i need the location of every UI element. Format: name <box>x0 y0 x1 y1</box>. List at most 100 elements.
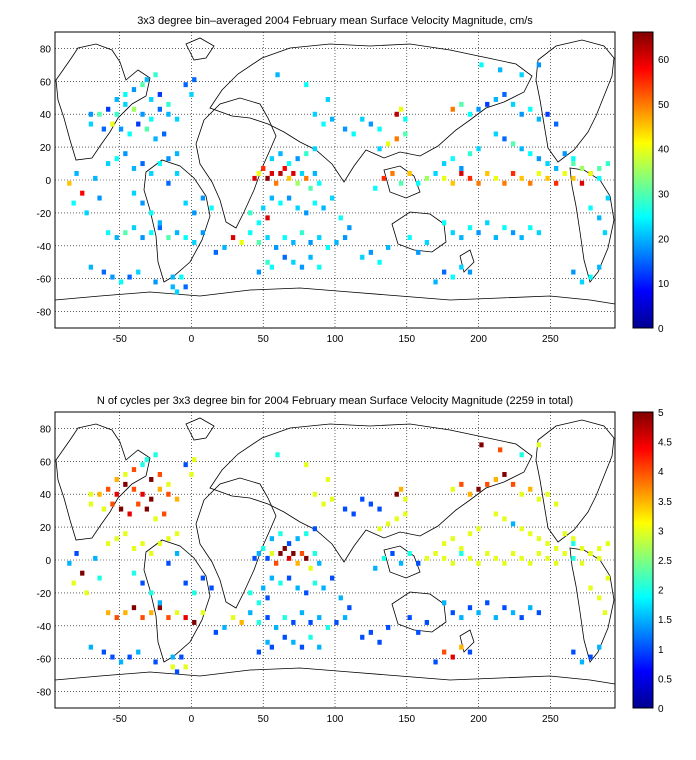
heatmap-cell <box>545 541 550 547</box>
heatmap-cell <box>269 644 275 650</box>
heatmap-cell <box>131 467 137 473</box>
heatmap-cell <box>317 560 322 566</box>
heatmap-cell <box>330 116 335 122</box>
heatmap-cell <box>312 551 318 556</box>
heatmap-cell <box>502 472 507 477</box>
heatmap-cell <box>528 560 533 566</box>
heatmap-cell <box>325 245 331 250</box>
heatmap-cell <box>286 555 292 561</box>
heatmap-cell <box>459 171 464 176</box>
heatmap-cell <box>248 590 253 596</box>
heatmap-cell <box>209 205 214 211</box>
heatmap-cell <box>321 501 326 507</box>
heatmap-cell <box>123 472 128 477</box>
heatmap-cell <box>312 491 318 497</box>
heatmap-cell <box>416 560 421 566</box>
heatmap-cell <box>74 551 79 556</box>
heatmap-cell <box>476 180 481 186</box>
heatmap-cell <box>545 175 550 181</box>
heatmap-cell <box>485 481 490 487</box>
heatmap-cell <box>110 654 115 660</box>
heatmap-cell <box>140 541 145 547</box>
heatmap-cell <box>554 560 559 566</box>
heatmap-cell <box>442 555 447 561</box>
heatmap-cell <box>424 240 430 245</box>
heatmap-cell <box>390 551 395 556</box>
heatmap-cell <box>183 235 188 241</box>
heatmap-cell <box>308 565 313 571</box>
heatmap-cell <box>467 605 473 611</box>
heatmap-cell <box>304 82 309 88</box>
heatmap-cell <box>110 121 115 127</box>
heatmap-cell <box>571 269 576 275</box>
heatmap-cell <box>101 269 107 275</box>
y-tick-label: -60 <box>37 655 52 666</box>
heatmap-cell <box>459 481 464 487</box>
heatmap-cell <box>299 551 305 556</box>
heatmap-cell <box>265 639 270 645</box>
heatmap-cell <box>230 615 236 621</box>
heatmap-cell <box>536 610 542 616</box>
y-tick-label: 60 <box>40 77 52 88</box>
heatmap-cell <box>166 481 171 487</box>
heatmap-cell <box>282 166 287 171</box>
heatmap-cell <box>498 447 503 453</box>
heatmap-cell <box>149 551 154 556</box>
heatmap-cell <box>114 156 119 162</box>
heatmap-cell <box>312 171 318 176</box>
colorbar-tick-labels: 5 4.5 4 3.5 3 2.5 2 1.5 1 0.5 0 <box>658 408 672 715</box>
heatmap-cell <box>299 264 305 270</box>
heatmap-cell <box>189 92 194 97</box>
heatmap-cell <box>459 615 464 621</box>
heatmap-cell <box>291 259 296 265</box>
heatmap-cell <box>162 131 167 137</box>
heatmap-cell <box>248 610 253 616</box>
heatmap-cell <box>80 570 85 576</box>
heatmap-cell <box>571 175 576 181</box>
heatmap-cell <box>394 491 399 497</box>
heatmap-cell <box>144 126 150 132</box>
colorbar-tick-label: 0 <box>658 704 664 715</box>
heatmap-cell <box>424 175 430 181</box>
heatmap-cell <box>398 180 404 186</box>
heatmap-cell <box>342 506 348 512</box>
heatmap-cell <box>140 111 145 117</box>
colorbar-tick-label: 0.5 <box>658 674 672 685</box>
heatmap-cell <box>381 175 387 181</box>
colorbar-tick-label: 3 <box>658 526 664 537</box>
heatmap-cell <box>123 92 128 97</box>
heatmap-cell <box>360 496 365 502</box>
heatmap-cell <box>291 171 296 176</box>
heatmap-cell <box>467 649 473 655</box>
plot-frame <box>54 31 616 329</box>
heatmap-cell <box>304 590 309 596</box>
heatmap-cell <box>597 546 602 551</box>
colorbar-tick-label: 60 <box>658 55 670 66</box>
heatmap-cell <box>467 555 473 561</box>
heatmap-cell <box>140 161 145 167</box>
heatmap-cell <box>368 501 374 507</box>
heatmap-cell <box>170 284 175 290</box>
cycles-map-panel: N of cycles per 3x3 degree bin for 2004 … <box>37 395 673 725</box>
heatmap-cell <box>256 171 262 176</box>
heatmap-cell <box>562 531 567 537</box>
heatmap-cell <box>377 146 382 152</box>
heatmap-cell <box>140 235 145 241</box>
heatmap-cells <box>67 442 611 675</box>
heatmap-cell <box>588 654 593 660</box>
heatmap-cell <box>131 190 137 196</box>
colorbar-gradient <box>632 411 654 709</box>
heatmap-cell <box>373 185 378 191</box>
heatmap-cell <box>450 486 455 492</box>
heatmap-cell <box>174 151 180 157</box>
heatmap-cell <box>545 161 550 167</box>
heatmap-cell <box>299 171 305 176</box>
heatmap-cell <box>88 111 94 117</box>
heatmap-cell <box>321 121 326 127</box>
heatmap-cell <box>261 205 266 211</box>
heatmap-cell <box>166 235 171 241</box>
heatmap-cell <box>519 235 524 241</box>
heatmap-cell <box>493 235 499 241</box>
heatmap-cell <box>304 555 309 561</box>
heatmap-cell <box>588 274 593 280</box>
